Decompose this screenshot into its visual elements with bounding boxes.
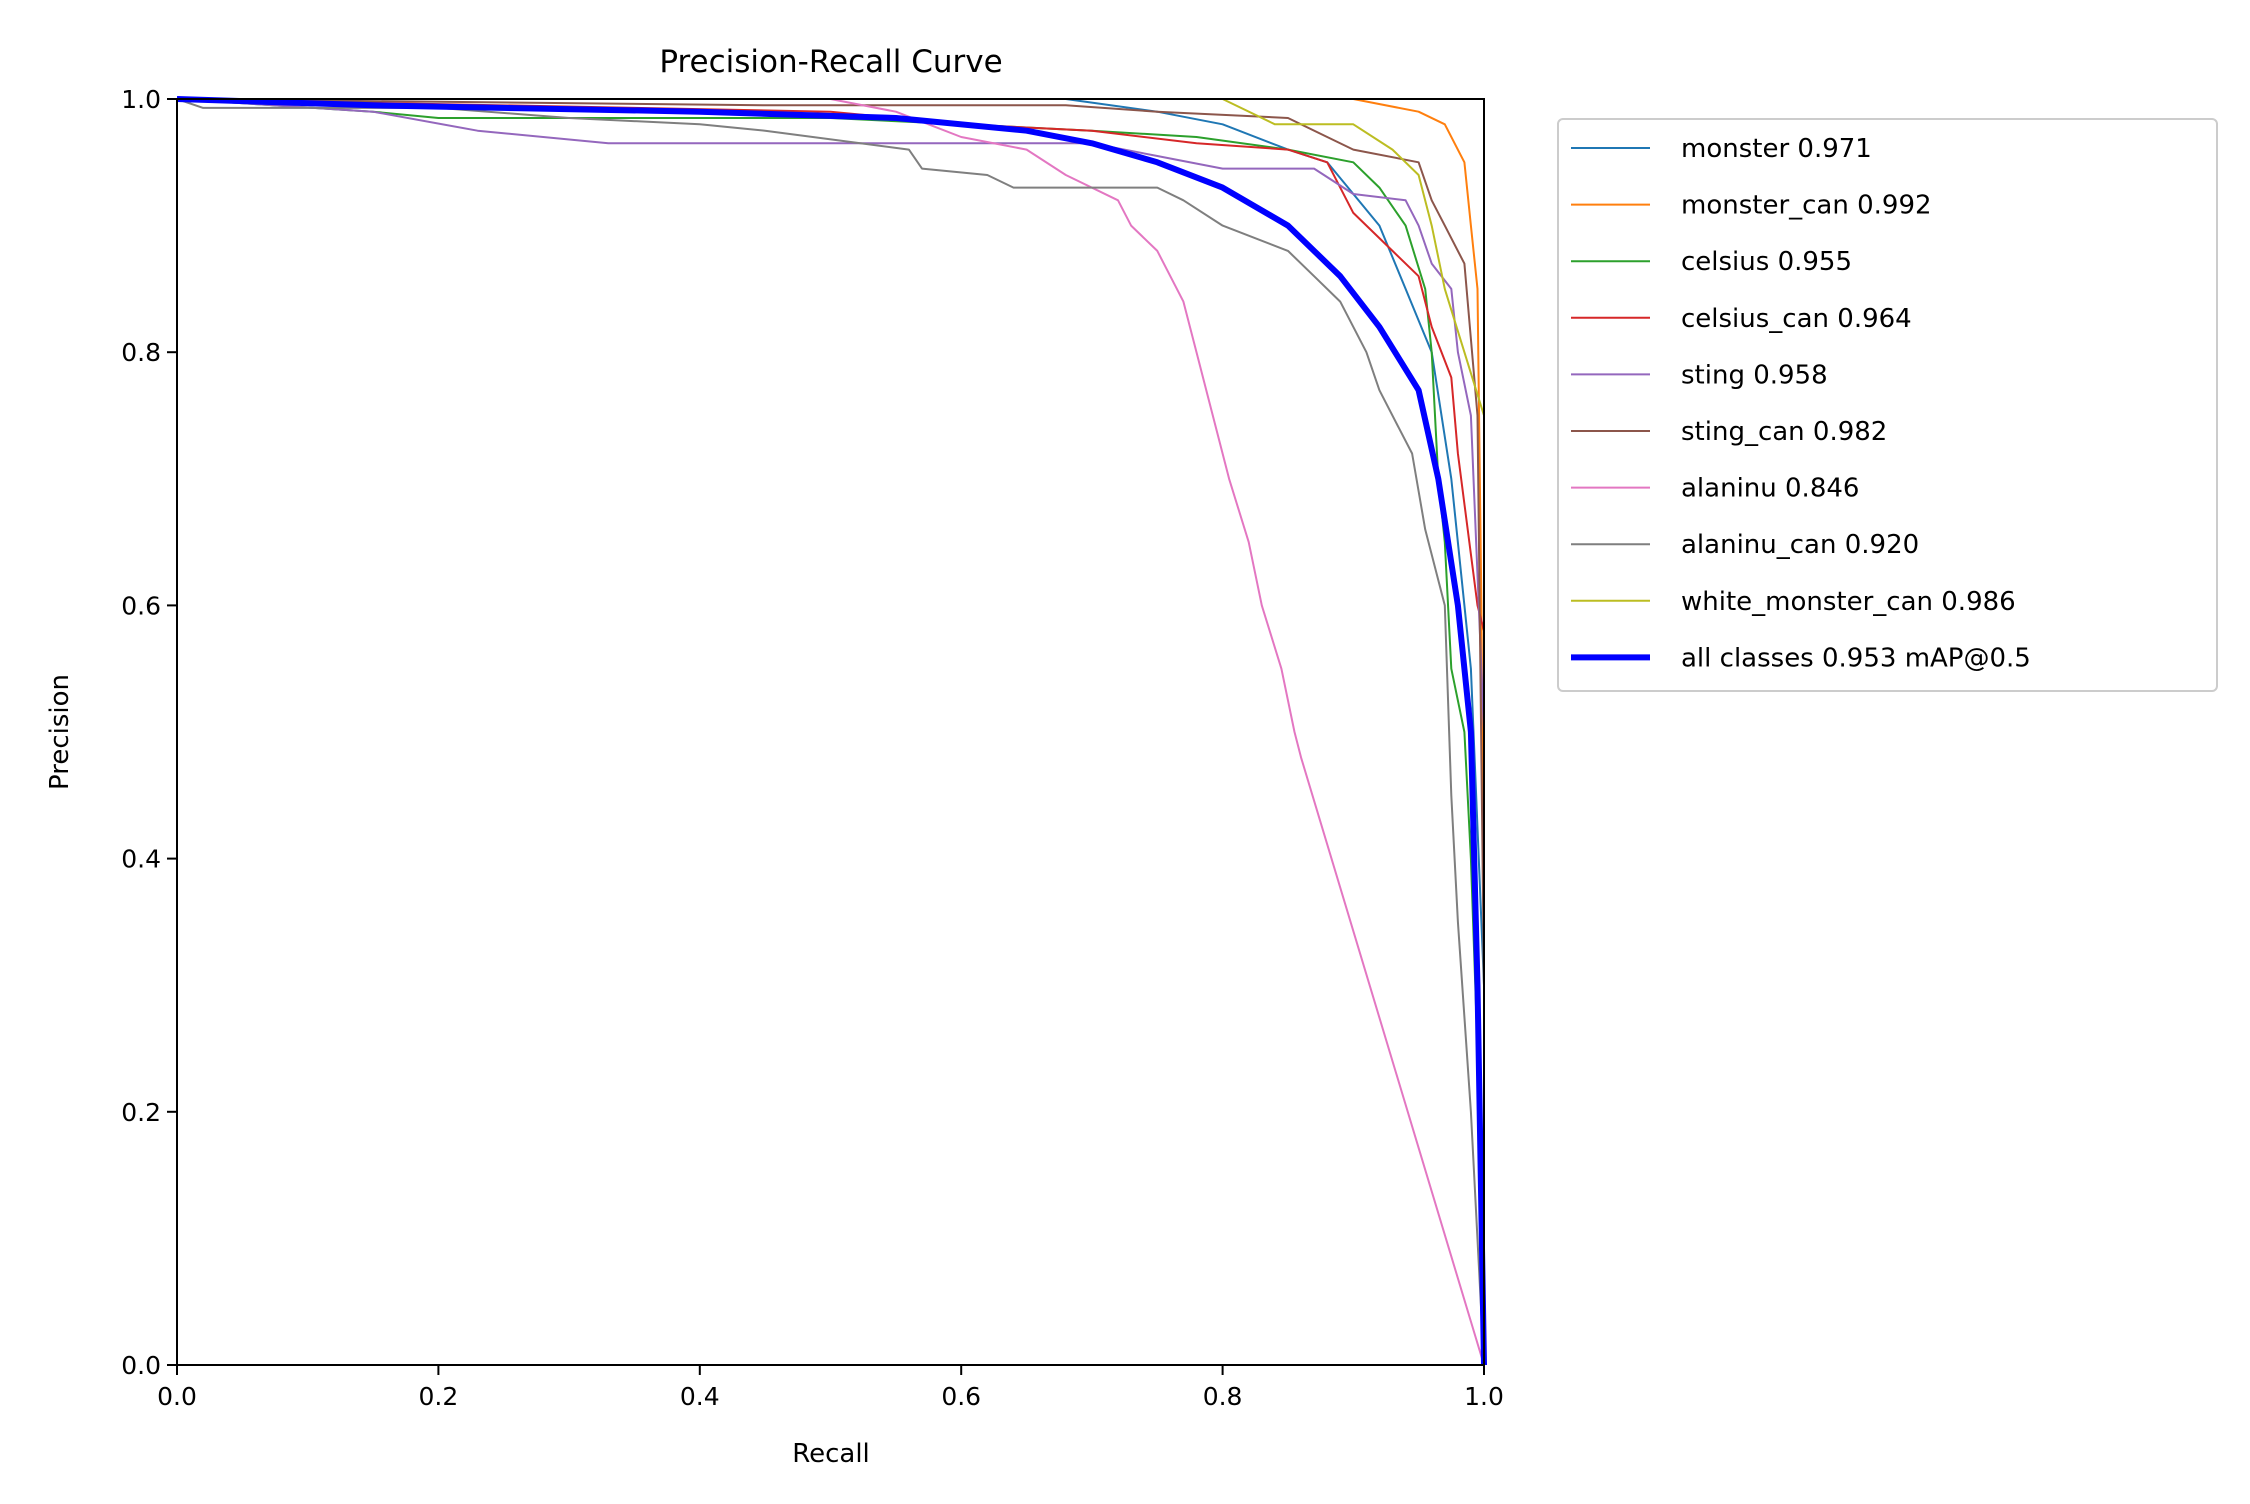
series-line-4	[176, 98, 1485, 1365]
legend-entry: alaninu 0.846	[1681, 474, 1859, 504]
x-axis: 0.0 0.2 0.4 0.6 0.8 1.0	[157, 1365, 1504, 1411]
y-axis: 0.0 0.2 0.4 0.6 0.8 1.0	[121, 85, 177, 1380]
series-line-0	[177, 98, 1485, 1365]
legend-entry: celsius 0.955	[1681, 247, 1852, 277]
legend-entry: sting_can 0.982	[1681, 417, 1887, 447]
series-line-2	[176, 98, 1485, 1365]
series-line-5	[176, 98, 1485, 1365]
series-line-8	[177, 98, 1485, 1365]
x-tick-label: 0.2	[419, 1382, 459, 1411]
y-tick-label: 0.8	[121, 338, 161, 367]
x-tick-label: 0.0	[157, 1382, 197, 1411]
y-tick-label: 1.0	[121, 85, 161, 114]
y-tick-label: 0.0	[121, 1351, 161, 1380]
x-tick-label: 0.8	[1203, 1382, 1243, 1411]
curves-layer	[176, 96, 1487, 1366]
plot-frame	[176, 98, 1485, 1366]
x-tick-label: 0.6	[941, 1382, 981, 1411]
y-axis-label: Precision	[45, 674, 75, 790]
series-line-6	[177, 98, 1485, 1366]
legend-entry: white_monster_can 0.986	[1681, 587, 2016, 617]
x-axis-label: Recall	[792, 1439, 870, 1469]
legend-box	[1557, 118, 2218, 692]
legend-entry: monster_can 0.992	[1681, 191, 1932, 221]
y-tick-label: 0.6	[121, 591, 161, 620]
legend-entry: monster 0.971	[1681, 134, 1872, 164]
y-tick-label: 0.4	[121, 845, 161, 874]
legend-entry: all classes 0.953 mAP@0.5	[1681, 643, 2031, 673]
series-line-9	[176, 96, 1487, 1366]
series-line-1	[177, 98, 1485, 1365]
legend-entry: sting 0.958	[1681, 360, 1828, 390]
legend: monster 0.971 monster_can 0.992 celsius 0.…	[1557, 118, 2218, 692]
series-line-7	[176, 98, 1485, 1366]
x-tick-label: 1.0	[1464, 1382, 1504, 1411]
legend-entry: celsius_can 0.964	[1681, 304, 1912, 334]
series-line-3	[176, 98, 1485, 1365]
legend-entry: alaninu_can 0.920	[1681, 530, 1919, 560]
chart-title: Precision-Recall Curve	[659, 44, 1002, 80]
x-tick-label: 0.4	[680, 1382, 720, 1411]
y-tick-label: 0.2	[121, 1098, 161, 1127]
